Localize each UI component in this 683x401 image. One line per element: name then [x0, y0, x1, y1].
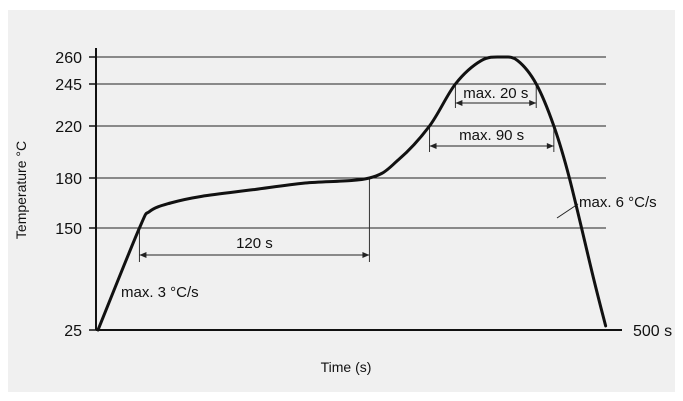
y-axis-title: Temperature °C	[13, 141, 29, 239]
chart-panel	[8, 10, 675, 392]
y-tick-label-150: 150	[55, 221, 82, 238]
y-tick-label-220: 220	[55, 119, 82, 136]
above-220-label: max. 90 s	[459, 127, 524, 144]
annotations: 120 s max. 90 s max. 20 s max. 3 °C/s max. 6…	[121, 84, 657, 301]
above-245-label: max. 20 s	[463, 85, 528, 102]
y-tick-labels: 25 150 180 220 245 260	[55, 50, 96, 340]
axes	[95, 48, 622, 331]
ramp-down-leader	[556, 203, 579, 219]
x-tick-label-500s: 500 s	[633, 323, 672, 340]
ramp-up-label: max. 3 °C/s	[121, 284, 199, 301]
above-220-dimension-arrow-left	[429, 143, 437, 149]
y-tick-label-260: 260	[55, 50, 82, 67]
y-tick-label-180: 180	[55, 171, 82, 188]
x-axis-title: Time (s)	[321, 359, 372, 375]
above-245-dimension-arrow-right	[529, 100, 537, 106]
preheat-dimension-arrow-left	[139, 252, 147, 258]
y-tick-label-245: 245	[55, 77, 82, 94]
ramp-down-label: max. 6 °C/s	[579, 194, 657, 211]
temperature-profile-line	[96, 55, 608, 332]
grid-lines	[96, 56, 606, 229]
y-tick-label-25: 25	[64, 323, 82, 340]
above-220-dimension-arrow-right	[546, 143, 554, 149]
preheat-label: 120 s	[236, 235, 273, 252]
x-tick-labels: 500 s	[633, 323, 672, 340]
above-245-dimension-arrow-left	[455, 100, 463, 106]
preheat-dimension-arrow-right	[362, 252, 370, 258]
